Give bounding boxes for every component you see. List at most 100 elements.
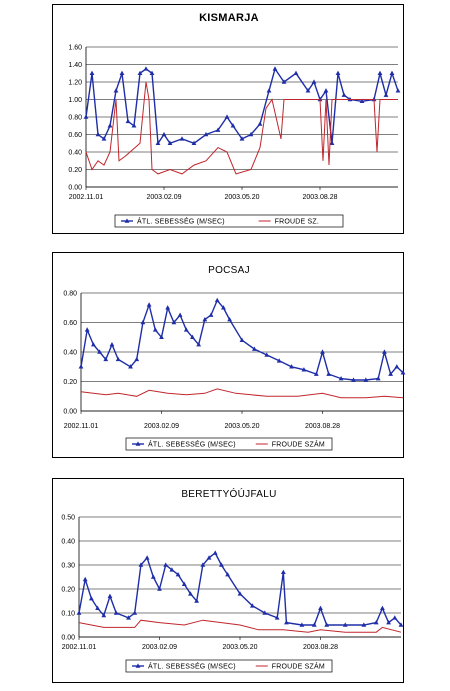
data-point-marker: [128, 364, 133, 369]
data-point-marker: [215, 127, 221, 132]
data-point-marker: [305, 88, 311, 93]
data-point-marker: [144, 555, 150, 560]
data-point-marker: [101, 136, 107, 141]
data-point-marker: [272, 66, 278, 71]
x-tick-label: 2003.02.09: [146, 194, 181, 201]
y-tick-label: 0.10: [61, 611, 75, 618]
y-tick-label: 0.80: [63, 291, 77, 298]
y-tick-label: 0.60: [63, 320, 77, 327]
data-point-marker: [389, 70, 395, 76]
data-point-marker: [115, 356, 121, 362]
data-point-marker: [266, 88, 272, 93]
data-point-marker: [249, 603, 255, 608]
data-point-marker: [89, 70, 95, 76]
data-point-marker: [137, 70, 143, 76]
y-tick-label: 1.60: [68, 45, 82, 52]
data-point-marker: [377, 70, 383, 76]
data-point-marker: [90, 342, 96, 347]
data-point-marker: [202, 316, 208, 322]
data-point-marker: [107, 123, 113, 128]
data-point-marker: [392, 615, 398, 620]
data-point-marker: [398, 622, 404, 627]
y-tick-label: 1.40: [68, 62, 82, 69]
data-point-marker: [212, 550, 218, 555]
chart-panel-berettyoujfalu: BERETTYÓÚJFALU 0.00 0.10 0.20 0.30 0.40 0.50 20…: [52, 478, 404, 683]
data-point-marker: [342, 622, 348, 627]
data-point-marker: [248, 131, 254, 137]
data-point-marker: [82, 576, 88, 582]
data-point-marker: [318, 605, 323, 610]
data-point-marker: [359, 98, 365, 104]
data-point-marker: [159, 334, 164, 340]
data-point-marker: [206, 555, 212, 560]
data-point-marker: [380, 605, 385, 610]
data-point-marker: [163, 562, 169, 567]
data-point-marker: [311, 79, 317, 84]
data-point-marker: [179, 136, 185, 141]
x-tick-label: 2003.08.28: [302, 194, 337, 201]
x-tick-label: 2003.05.20: [224, 423, 259, 430]
series-line-0: [85, 67, 399, 146]
data-point-marker: [382, 349, 387, 354]
data-point-marker: [324, 622, 330, 627]
data-point-marker: [361, 622, 367, 627]
data-point-marker: [276, 358, 282, 363]
data-point-marker: [101, 612, 107, 618]
data-point-marker: [264, 352, 270, 357]
legend-label-froude: FROUDE SZ.: [275, 219, 319, 226]
data-point-marker: [395, 88, 401, 93]
legend-marker-speed: [124, 218, 130, 223]
data-point-marker: [191, 140, 197, 146]
data-point-marker: [281, 79, 287, 84]
y-tick-label: 0.60: [68, 132, 82, 139]
data-point-marker: [155, 140, 161, 146]
x-tick-label: 2003.08.28: [303, 644, 338, 651]
data-point-marker: [400, 370, 406, 375]
data-point-marker: [239, 136, 245, 141]
data-point-marker: [103, 356, 109, 362]
chart-title: POCSAJ: [208, 265, 250, 276]
data-point-marker: [203, 131, 209, 137]
legend-label-speed: ÁTL. SEBESSÉG (M/SEC): [148, 662, 236, 671]
data-point-marker: [146, 302, 152, 307]
y-tick-label: 0.00: [68, 185, 82, 192]
data-point-marker: [311, 622, 317, 627]
data-point-marker: [167, 140, 173, 146]
y-tick-label: 0.50: [61, 515, 75, 522]
chart-berettyoujfalu: BERETTYÓÚJFALU 0.00 0.10 0.20 0.30 0.40 0.50 20…: [61, 487, 404, 673]
y-tick-label: 0.30: [61, 563, 75, 570]
data-point-marker: [219, 562, 224, 567]
data-point-marker: [150, 574, 156, 579]
data-point-marker: [227, 316, 233, 322]
data-point-marker: [388, 371, 394, 376]
data-point-marker: [299, 622, 305, 627]
data-point-marker: [109, 342, 115, 347]
data-point-marker: [341, 92, 347, 97]
data-point-marker: [134, 356, 140, 362]
data-point-marker: [183, 327, 189, 332]
data-point-marker: [329, 140, 335, 146]
y-tick-label: 0.00: [63, 409, 77, 416]
data-point-marker: [181, 581, 187, 586]
data-point-marker: [262, 610, 268, 615]
chart-pocsaj: POCSAJ 0.00 0.20 0.40 0.60 0.80 2002.11.01 2003…: [63, 265, 406, 451]
data-point-marker: [257, 121, 263, 126]
x-tick-label: 2003.08.28: [305, 423, 340, 430]
data-point-marker: [313, 371, 319, 376]
chart-panel-kismarja: KISMARJA 0.00 0.20 0.40 0.60 0.80 1.00 1.20 1.40…: [52, 4, 404, 234]
chart-kismarja: KISMARJA 0.00 0.20 0.40 0.60 0.80 1.00 1.20 1.40…: [68, 12, 401, 228]
chart-title: BERETTYÓÚJFALU: [181, 487, 276, 500]
chart-panel-pocsaj: POCSAJ 0.00 0.20 0.40 0.60 0.80 2002.11.01 2003…: [52, 252, 406, 458]
x-tick-label: 2003.02.09: [144, 423, 179, 430]
data-point-marker: [284, 620, 289, 625]
data-point-marker: [323, 88, 329, 93]
data-point-marker: [335, 70, 341, 76]
data-point-marker: [289, 364, 294, 369]
data-point-marker: [138, 562, 144, 567]
data-point-marker: [363, 377, 369, 382]
legend-box: [125, 659, 333, 673]
data-point-marker: [251, 346, 257, 351]
data-point-marker: [95, 131, 101, 137]
data-point-marker: [375, 375, 381, 381]
y-tick-label: 1.00: [68, 97, 82, 104]
